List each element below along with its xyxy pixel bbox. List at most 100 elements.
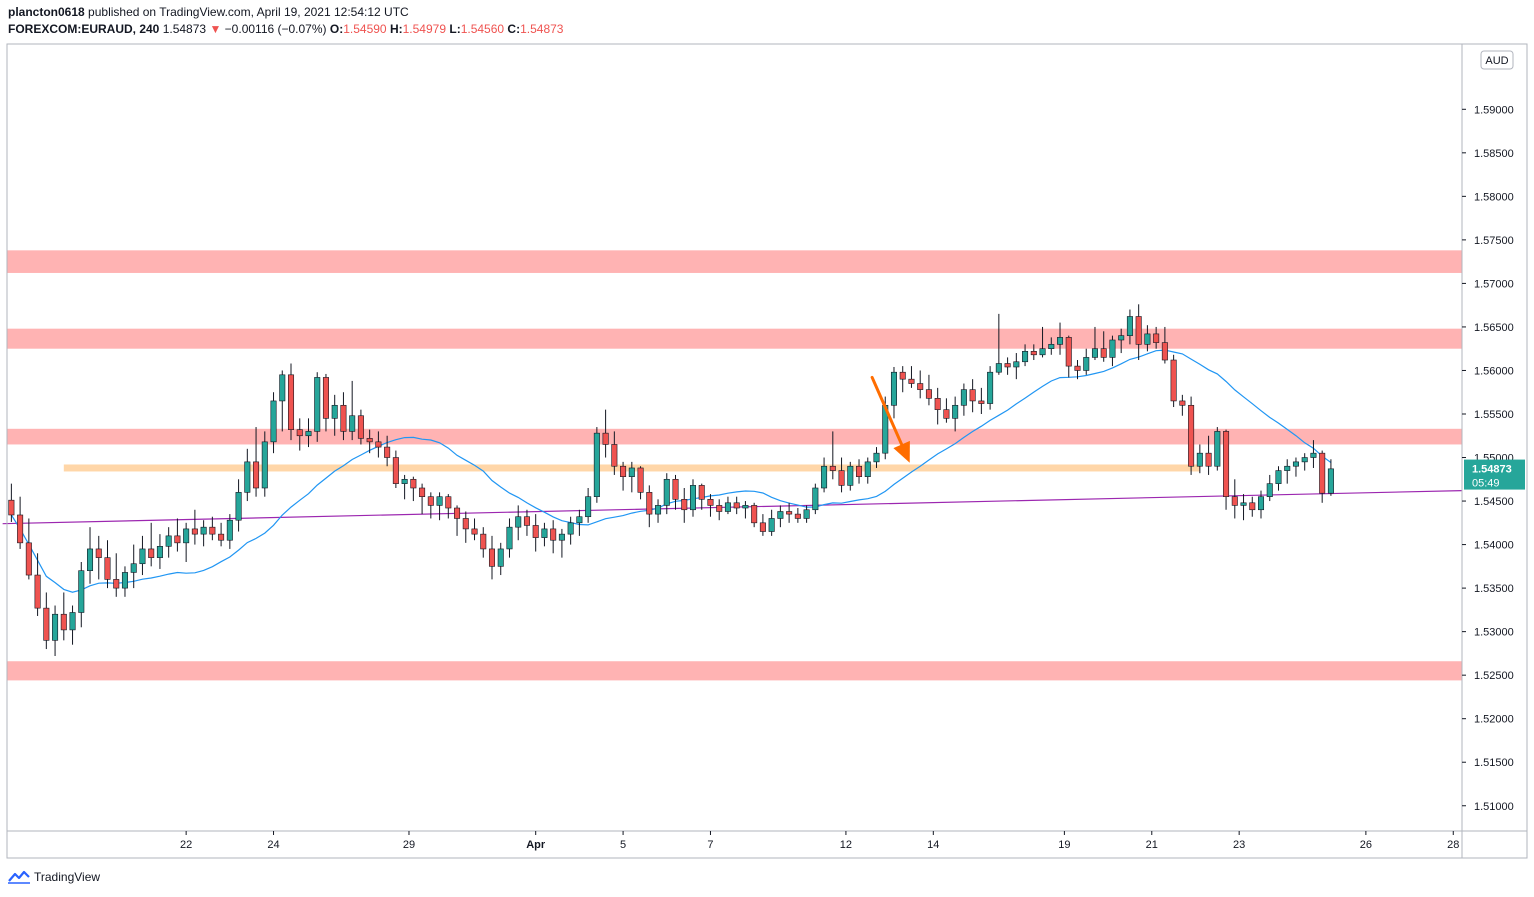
candle-down[interactable] <box>191 509 198 545</box>
candle-down[interactable] <box>646 485 653 528</box>
candle-down[interactable] <box>104 540 111 589</box>
candle-down[interactable] <box>1074 360 1081 380</box>
candle-down[interactable] <box>934 387 941 425</box>
candle-up[interactable] <box>689 479 697 517</box>
candle-up[interactable] <box>576 509 583 536</box>
candle-up[interactable] <box>305 418 312 448</box>
candle-down[interactable] <box>925 374 932 406</box>
candle-down[interactable] <box>287 363 295 441</box>
candle-up[interactable] <box>655 499 662 523</box>
candle-up[interactable] <box>401 474 408 500</box>
candle-down[interactable] <box>707 494 714 517</box>
candle-down[interactable] <box>384 435 391 467</box>
candle-down[interactable] <box>462 511 469 543</box>
candle-down[interactable] <box>8 483 15 522</box>
candle-up[interactable] <box>567 516 574 545</box>
candle-up[interactable] <box>1039 326 1046 358</box>
candle-up[interactable] <box>873 447 880 468</box>
candle-up[interactable] <box>890 366 897 419</box>
candle-up[interactable] <box>995 313 1002 375</box>
candle-down[interactable] <box>454 505 461 536</box>
candle-up[interactable] <box>314 372 321 442</box>
annotation-arrow-layer[interactable] <box>870 375 910 463</box>
candle-down[interactable] <box>253 427 260 497</box>
candle-up[interactable] <box>585 487 592 523</box>
candle-down[interactable] <box>672 474 679 510</box>
candle-down[interactable] <box>602 409 609 458</box>
candle-down[interactable] <box>978 387 985 414</box>
candle-up[interactable] <box>1091 326 1098 361</box>
candle-down[interactable] <box>471 518 478 541</box>
candle-down[interactable] <box>148 522 155 567</box>
candle-down[interactable] <box>969 379 976 413</box>
candle-down[interactable] <box>1153 326 1160 349</box>
candle-up[interactable] <box>1284 459 1291 484</box>
candle-down[interactable] <box>34 553 41 616</box>
candle-down[interactable] <box>550 520 557 554</box>
candle-up[interactable] <box>156 534 163 569</box>
candle-up[interactable] <box>541 522 548 547</box>
candle-down[interactable] <box>523 509 530 536</box>
candle-down[interactable] <box>17 496 24 549</box>
candle-up[interactable] <box>952 396 959 432</box>
candle-down[interactable] <box>611 431 618 475</box>
candle-up[interactable] <box>270 392 277 454</box>
candle-up[interactable] <box>506 518 513 558</box>
candle-down[interactable] <box>43 592 50 650</box>
candle-up[interactable] <box>768 509 775 536</box>
candle-down[interactable] <box>1135 304 1142 361</box>
candle-up[interactable] <box>558 528 565 558</box>
candle-up[interactable] <box>628 461 635 493</box>
candle-down[interactable] <box>532 514 539 552</box>
candle-up[interactable] <box>78 561 85 628</box>
candle-up[interactable] <box>1013 353 1020 380</box>
candle-down[interactable] <box>340 392 347 441</box>
candle-down[interactable] <box>366 429 373 454</box>
candle-up[interactable] <box>1126 309 1133 345</box>
candle-up[interactable] <box>960 383 967 416</box>
candle-up[interactable] <box>1109 335 1116 367</box>
candle-up[interactable] <box>331 394 338 436</box>
candle-down[interactable] <box>637 466 644 500</box>
candle-up[interactable] <box>1266 474 1273 502</box>
candle-down[interactable] <box>60 592 67 641</box>
candle-down[interactable] <box>357 409 364 445</box>
candle-down[interactable] <box>786 502 793 523</box>
candle-up[interactable] <box>1048 337 1055 355</box>
candle-up[interactable] <box>200 520 207 547</box>
candle-up[interactable] <box>349 380 356 441</box>
candle-up[interactable] <box>1196 444 1203 474</box>
candle-up[interactable] <box>1144 325 1151 352</box>
candle-down[interactable] <box>681 487 688 523</box>
symbol-label[interactable]: FOREXCOM:EURAUD, 240 <box>8 22 160 36</box>
candle-down[interactable] <box>1170 354 1177 408</box>
candle-down[interactable] <box>218 522 225 547</box>
price-axis[interactable]: 1.51000 1.51500 1.52000 1.52500 1.53000 1.535… <box>1462 50 1525 813</box>
candle-down[interactable] <box>1065 335 1072 378</box>
candle-up[interactable] <box>497 542 504 576</box>
resistance-zone[interactable] <box>7 328 1462 349</box>
candle-down[interactable] <box>480 527 487 558</box>
candle-up[interactable] <box>987 366 994 410</box>
candle-down[interactable] <box>375 431 382 458</box>
publisher-name[interactable]: plancton0618 <box>8 5 85 19</box>
candle-down[interactable] <box>1231 479 1238 519</box>
candle-up[interactable] <box>1118 328 1125 354</box>
candle-up[interactable] <box>1022 344 1029 367</box>
candle-down[interactable] <box>1223 429 1230 510</box>
candle-down[interactable] <box>759 514 766 536</box>
candle-up[interactable] <box>1240 494 1247 521</box>
candle-up[interactable] <box>183 522 190 562</box>
candle-up[interactable] <box>279 370 286 432</box>
candle-up[interactable] <box>864 457 871 484</box>
candle-up[interactable] <box>235 479 242 532</box>
candle-down[interactable] <box>899 366 906 393</box>
candle-up[interactable] <box>821 457 828 493</box>
candle-down[interactable] <box>1188 396 1195 475</box>
candle-down[interactable] <box>856 459 863 484</box>
currency-badge[interactable] <box>1480 50 1514 70</box>
candle-up[interactable] <box>139 535 146 576</box>
candle-up[interactable] <box>1057 322 1064 355</box>
resistance-zone[interactable] <box>7 428 1462 445</box>
